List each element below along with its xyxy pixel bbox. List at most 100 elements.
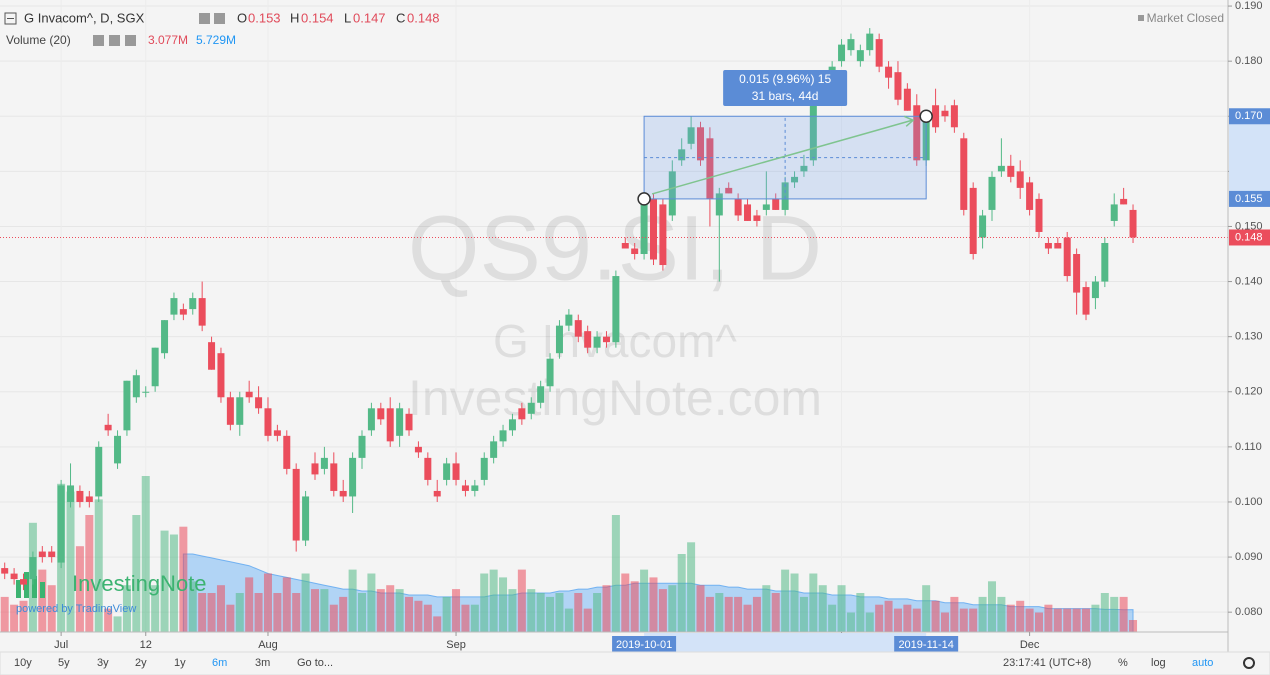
volume-bar: [743, 604, 752, 632]
settings-button[interactable]: [1243, 657, 1255, 669]
volume-bar: [1044, 604, 1053, 632]
candle-body: [198, 298, 206, 326]
y-tick-label: 0.100: [1235, 496, 1263, 508]
range-button[interactable]: Go to...: [297, 657, 333, 669]
volume-bar: [452, 589, 461, 632]
candle-body: [1035, 198, 1043, 232]
measure-layer: 0.015 (9.96%) 15 31 bars, 44d: [0, 70, 1228, 238]
eye-icon[interactable]: [199, 13, 210, 24]
candle-body: [330, 463, 338, 491]
last-price-label: 0.148: [1235, 231, 1263, 243]
symbol-title[interactable]: G Invacom^, D, SGX: [24, 10, 145, 25]
volume-bar: [141, 476, 150, 632]
volume-bar: [1006, 604, 1015, 632]
volume-bar: [38, 569, 47, 632]
candle-body: [979, 215, 987, 238]
volume-bar: [959, 608, 968, 632]
candle-body: [574, 320, 582, 337]
y-tick-label: 0.110: [1235, 441, 1262, 453]
volume-title[interactable]: Volume (20): [6, 33, 71, 47]
log-toggle[interactable]: log: [1151, 657, 1166, 669]
candle-body: [452, 463, 460, 480]
candle-body: [744, 204, 752, 221]
logo-icon: [16, 580, 21, 598]
price-label: 0.155: [1235, 193, 1263, 205]
candle-body: [151, 347, 159, 387]
candle-body: [555, 325, 563, 354]
range-button[interactable]: 2y: [135, 657, 147, 669]
range-button[interactable]: 6m: [212, 657, 227, 669]
volume-bar: [0, 596, 9, 632]
settings-icon[interactable]: [214, 13, 225, 24]
y-tick-label: 0.130: [1235, 331, 1263, 343]
candle-body: [659, 204, 667, 266]
candle-body: [791, 176, 799, 183]
range-button[interactable]: 5y: [58, 657, 70, 669]
range-button[interactable]: 3m: [255, 657, 270, 669]
volume-bar: [555, 593, 564, 632]
measure-point[interactable]: [919, 109, 933, 124]
volume-bar: [85, 515, 94, 632]
candle-body: [255, 397, 263, 409]
volume-bar: [122, 585, 131, 632]
ohlc-label: O: [237, 10, 247, 25]
candle-body: [443, 463, 451, 480]
volume-bar: [235, 593, 244, 632]
candle-body: [264, 408, 272, 436]
candle-body: [1073, 254, 1081, 293]
candle-body: [132, 375, 140, 398]
collapse-icon[interactable]: [4, 12, 17, 25]
range-button[interactable]: 10y: [14, 657, 32, 669]
candle-body: [67, 485, 75, 502]
volume-bar: [527, 589, 536, 632]
volume-bar: [828, 604, 837, 632]
ohlc-label: H: [290, 10, 299, 25]
candle-body: [649, 198, 657, 260]
volume-bar: [611, 515, 620, 632]
candle-body: [396, 408, 404, 436]
y-tick-label: 0.090: [1235, 551, 1263, 563]
candle-body: [1007, 165, 1015, 177]
range-button[interactable]: 1y: [174, 657, 186, 669]
candle-body: [114, 435, 122, 464]
candle-body: [734, 198, 742, 216]
candle-body: [38, 551, 46, 558]
candle-body: [433, 490, 441, 497]
measure-point[interactable]: [637, 192, 651, 206]
percent-toggle[interactable]: %: [1118, 657, 1128, 669]
settings-icon[interactable]: [109, 35, 120, 46]
last-price-box: [1229, 229, 1270, 246]
volume-bar: [1035, 612, 1044, 632]
auto-toggle[interactable]: auto: [1192, 657, 1213, 669]
eye-icon[interactable]: [93, 35, 104, 46]
volume-bar: [348, 569, 357, 632]
candle-body: [283, 435, 291, 469]
volume-bar: [310, 589, 319, 632]
volume-bar: [536, 593, 545, 632]
volume-bar: [320, 589, 329, 632]
candle-body: [508, 419, 516, 431]
ohlc-value: 0.147: [353, 10, 386, 25]
volume-bar: [724, 596, 733, 632]
volume-bar: [893, 608, 902, 632]
volume-bar: [630, 581, 639, 632]
candle-body: [537, 386, 545, 403]
volume-bar: [884, 600, 893, 632]
candle-body: [170, 298, 178, 315]
candle-body: [762, 204, 770, 210]
candle-body: [48, 551, 56, 558]
candle-body: [245, 391, 253, 398]
toolbar-bg: [0, 651, 1270, 675]
volume-bar: [198, 593, 207, 632]
range-button[interactable]: 3y: [97, 657, 109, 669]
volume-bar: [1129, 619, 1138, 632]
volume-bar: [837, 585, 846, 632]
close-icon[interactable]: [125, 35, 136, 46]
toolbar: 23:17:41 (UTC+8) % log auto 10y 5y 3y 2y 1y 6…: [0, 651, 1270, 675]
candle-body: [715, 193, 723, 216]
volume-bar: [292, 593, 301, 632]
volume-bar: [922, 585, 931, 632]
volume-bar: [254, 593, 263, 632]
volume-bar: [358, 593, 367, 632]
